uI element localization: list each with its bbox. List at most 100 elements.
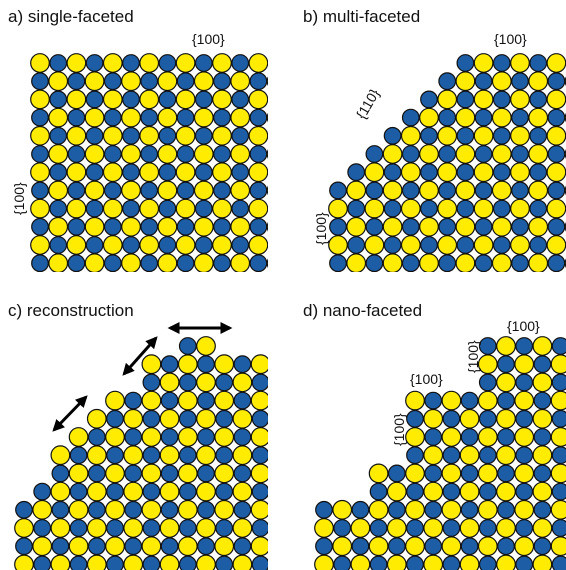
atom xyxy=(176,163,195,182)
atom xyxy=(480,483,497,500)
atom xyxy=(180,483,197,500)
atom xyxy=(49,72,68,91)
atom xyxy=(51,519,70,538)
atom xyxy=(365,163,384,182)
atom xyxy=(267,145,286,164)
atom xyxy=(498,502,515,519)
atom xyxy=(49,218,68,237)
atom xyxy=(215,391,234,410)
atom xyxy=(86,237,103,254)
atom xyxy=(52,465,69,482)
atom xyxy=(216,483,233,500)
atom xyxy=(286,236,305,255)
atom xyxy=(351,519,370,538)
atom xyxy=(67,127,86,146)
atom xyxy=(530,128,547,145)
atom xyxy=(125,392,142,409)
atom xyxy=(69,501,88,520)
atom xyxy=(456,218,475,237)
atom xyxy=(32,146,49,163)
atom xyxy=(457,91,474,108)
atom xyxy=(89,538,106,555)
atom xyxy=(88,446,107,465)
atom xyxy=(497,337,516,356)
atom xyxy=(177,73,194,90)
atom xyxy=(443,447,460,464)
atom xyxy=(250,73,267,90)
atom xyxy=(474,236,493,255)
atom xyxy=(286,127,305,146)
atom xyxy=(88,555,107,570)
atom xyxy=(123,128,140,145)
atom xyxy=(215,501,234,520)
atom xyxy=(106,464,125,483)
atom xyxy=(439,73,456,90)
atom xyxy=(287,146,304,163)
atom xyxy=(88,482,107,501)
atom xyxy=(461,465,478,482)
atom xyxy=(234,392,251,409)
atom xyxy=(530,164,547,181)
atom xyxy=(516,483,533,500)
atom xyxy=(475,219,492,236)
atom xyxy=(497,519,516,538)
atom xyxy=(176,236,195,255)
atom xyxy=(16,538,33,555)
atom xyxy=(551,391,566,410)
atom xyxy=(439,219,456,236)
atom xyxy=(180,374,197,391)
atom xyxy=(529,72,548,91)
atom xyxy=(534,538,551,555)
atom xyxy=(421,273,438,290)
facet-label: {100} xyxy=(391,413,407,446)
atom xyxy=(159,200,176,217)
atom xyxy=(31,90,50,109)
atom xyxy=(268,200,285,217)
atom xyxy=(365,236,384,255)
atom xyxy=(407,520,424,537)
atom xyxy=(122,254,141,273)
atom xyxy=(347,254,366,273)
atom xyxy=(456,254,475,273)
atom xyxy=(330,255,347,272)
atom xyxy=(252,374,269,391)
atom xyxy=(123,164,140,181)
atom xyxy=(479,391,498,410)
atom xyxy=(141,146,158,163)
atom xyxy=(104,163,123,182)
facet-label: {100} xyxy=(313,212,329,245)
atom xyxy=(286,272,305,291)
atom xyxy=(287,182,304,199)
atom xyxy=(424,446,443,465)
atom xyxy=(420,108,439,127)
atom xyxy=(105,73,122,90)
atom xyxy=(31,199,50,218)
atom xyxy=(530,237,547,254)
atom xyxy=(231,145,250,164)
atom xyxy=(213,272,232,291)
atom xyxy=(85,218,104,237)
atom xyxy=(407,411,424,428)
atom xyxy=(198,502,215,519)
atom xyxy=(123,273,140,290)
atom xyxy=(383,181,402,200)
atom xyxy=(348,273,365,290)
atom xyxy=(365,199,384,218)
atom xyxy=(407,556,424,570)
atom xyxy=(548,182,565,199)
atom xyxy=(334,520,351,537)
atom xyxy=(214,146,231,163)
atom xyxy=(406,428,425,447)
atom xyxy=(251,464,270,483)
atom xyxy=(286,90,305,109)
atom xyxy=(547,90,566,109)
atom xyxy=(140,54,159,73)
atom xyxy=(438,199,457,218)
atom xyxy=(252,520,269,537)
atom xyxy=(214,73,231,90)
arrow xyxy=(54,397,86,430)
atom xyxy=(493,145,512,164)
atom xyxy=(475,109,492,126)
atom xyxy=(67,272,86,291)
atom xyxy=(104,90,123,109)
